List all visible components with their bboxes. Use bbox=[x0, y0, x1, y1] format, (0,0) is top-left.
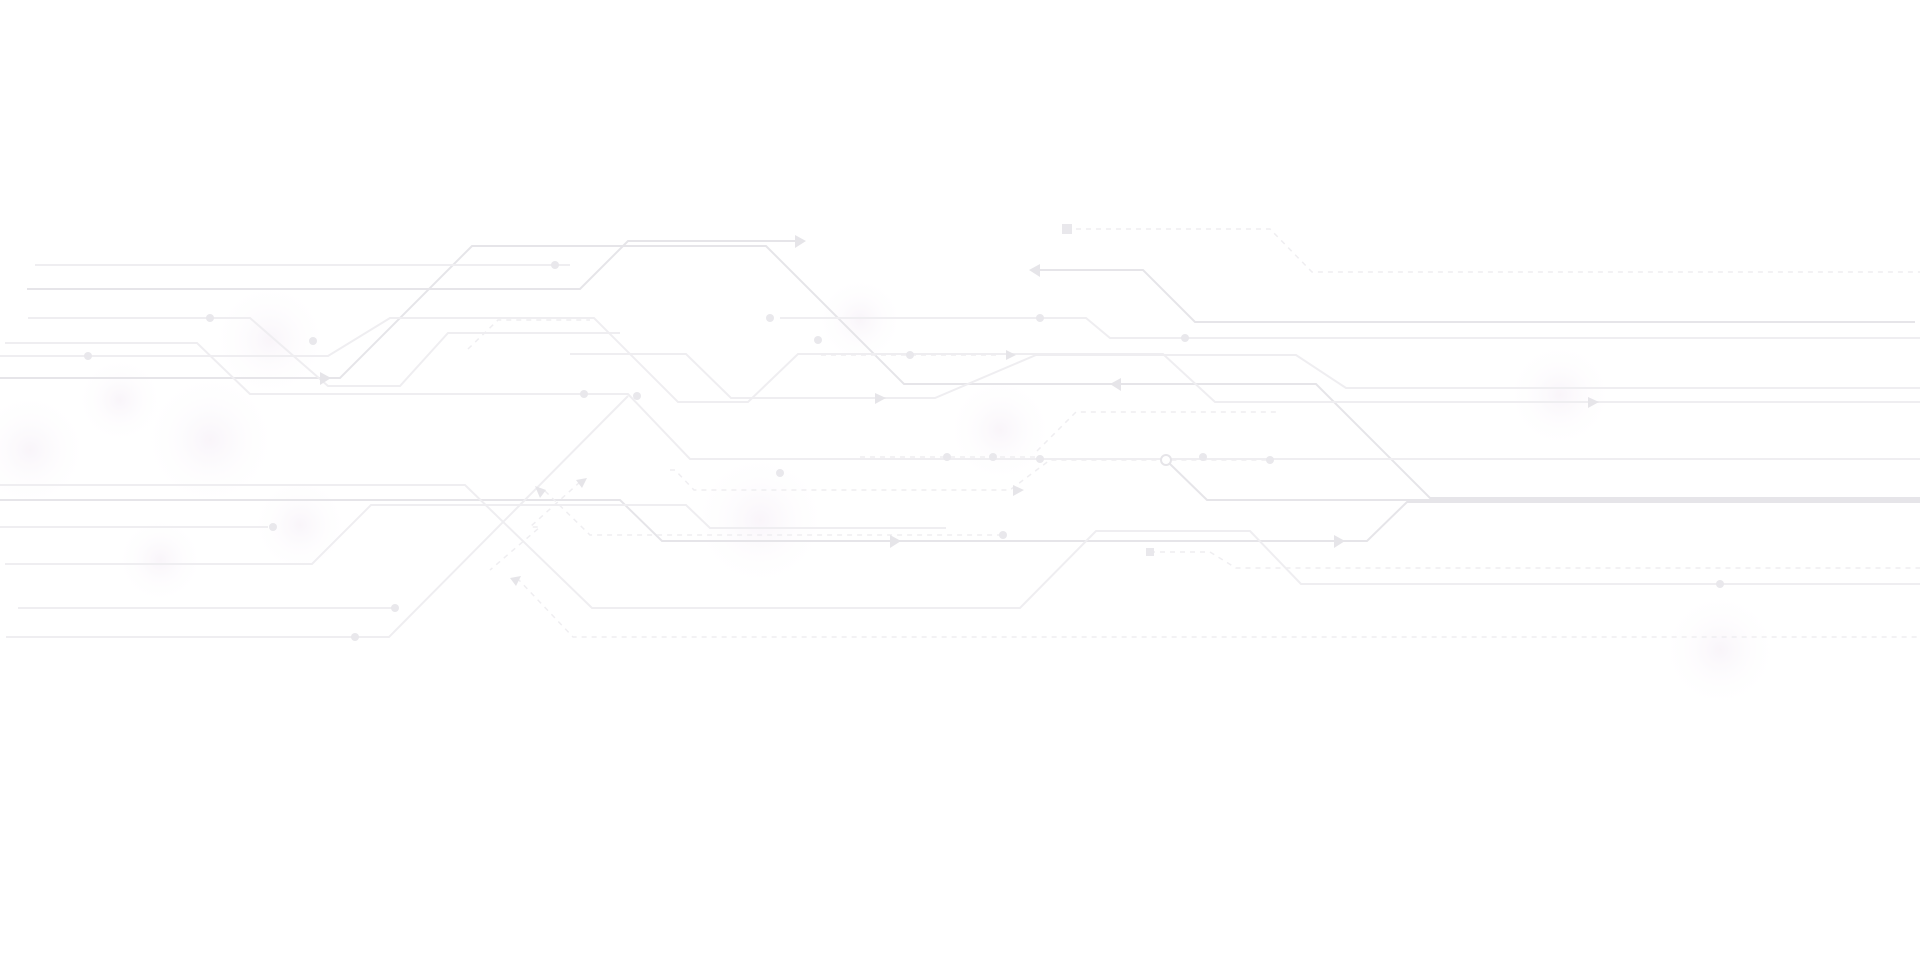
trace-terminal bbox=[1160, 454, 1172, 466]
glow-spots bbox=[0, 275, 1780, 710]
trace-nodes bbox=[84, 224, 1724, 641]
dashed-traces bbox=[467, 228, 1920, 638]
trace-arrows bbox=[320, 235, 1599, 586]
primary-traces bbox=[0, 240, 1920, 542]
